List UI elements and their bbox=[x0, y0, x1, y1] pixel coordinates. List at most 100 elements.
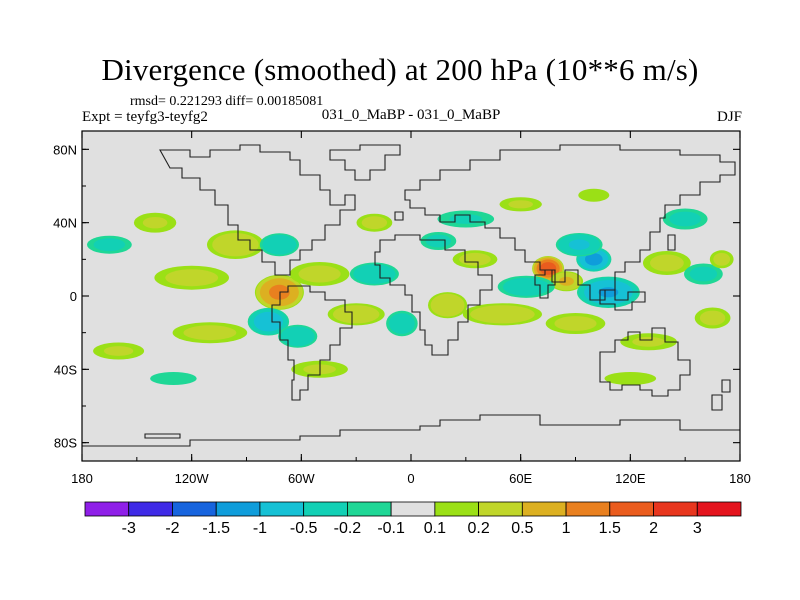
colorbar: -3 -2 -1.5 -1 -0.5 -0.2 -0.1 0.1 0.2 0.5 1 1.5 2 3 bbox=[84, 501, 742, 537]
anomaly-11-band-2 bbox=[253, 311, 283, 332]
case-label: 031_0_MaBP - 031_0_MaBP bbox=[321, 107, 501, 123]
anomaly-13-band-1 bbox=[212, 233, 259, 257]
anomaly-25-band-1 bbox=[459, 252, 491, 266]
anomaly-37-band-1 bbox=[425, 234, 452, 248]
anomaly-1-band-3 bbox=[585, 253, 603, 266]
anomaly-26-band-1 bbox=[470, 305, 535, 324]
x-tick-label: 0 bbox=[407, 471, 414, 486]
anomaly-9-band-1 bbox=[669, 211, 701, 227]
coastline-uk bbox=[394, 211, 404, 221]
colorbar-label: -1 bbox=[253, 520, 267, 537]
anomaly-8 bbox=[709, 250, 734, 269]
anomaly-19 bbox=[93, 342, 145, 360]
colorbar-swatch-6 bbox=[346, 501, 392, 517]
anomaly-16-band-1 bbox=[165, 269, 219, 287]
anomaly-8-band-1 bbox=[713, 252, 731, 266]
coastline-antarctica bbox=[82, 414, 740, 447]
coastline-eurasia bbox=[404, 144, 736, 301]
anomaly-2-band-2 bbox=[568, 239, 590, 250]
anomaly-36 bbox=[150, 372, 197, 385]
colorbar-label: 0.2 bbox=[467, 520, 489, 537]
anomaly-11 bbox=[247, 307, 290, 336]
anomaly-24 bbox=[428, 292, 468, 319]
y-tick-label: 40N bbox=[53, 216, 77, 231]
anomaly-22-band-1 bbox=[332, 305, 380, 324]
anomaly-15-band-1 bbox=[298, 265, 341, 283]
colorbar-label: 3 bbox=[693, 520, 702, 537]
colorbar-swatch-2 bbox=[172, 501, 217, 517]
anomaly-20 bbox=[172, 322, 248, 344]
colorbar-swatch-9 bbox=[478, 501, 523, 517]
colorbar-label: 0.1 bbox=[424, 520, 446, 537]
x-tick-label: 60W bbox=[288, 471, 315, 486]
anomaly-24-band-1 bbox=[430, 293, 465, 317]
coastline-layer bbox=[82, 144, 740, 447]
coastline-africa bbox=[374, 234, 493, 356]
anomaly-17 bbox=[133, 212, 177, 233]
colorbar-label: 1 bbox=[562, 520, 571, 537]
colorbar-label: 0.5 bbox=[511, 520, 533, 537]
colorbar-label: -0.2 bbox=[334, 520, 362, 537]
anomaly-28-band-1 bbox=[632, 336, 665, 347]
coastline-greenland bbox=[329, 144, 401, 181]
colorbar-label: -0.5 bbox=[290, 520, 318, 537]
coastline-australia bbox=[599, 327, 691, 397]
anomaly-5 bbox=[497, 275, 555, 298]
axis-layer: 180 120W 60W 0 60E 120E 180 80N 40N 0 40S 80S bbox=[53, 131, 751, 486]
y-tick-label: 80S bbox=[54, 436, 77, 451]
map-background bbox=[82, 131, 740, 461]
anomaly-0-band-4 bbox=[539, 262, 557, 275]
coastline-southeast-asia bbox=[599, 289, 646, 311]
anomaly-17-band-1 bbox=[142, 217, 168, 229]
coastline-japan bbox=[667, 234, 676, 251]
colorbar-label: -0.1 bbox=[377, 520, 405, 537]
anomaly-27 bbox=[545, 313, 606, 334]
anomaly-35-band-0 bbox=[604, 372, 657, 385]
colorbar-label: -3 bbox=[122, 520, 136, 537]
colorbar-swatch-7 bbox=[390, 501, 436, 517]
anomaly-37 bbox=[420, 232, 457, 250]
anomaly-23 bbox=[386, 310, 418, 337]
anomaly-21 bbox=[349, 262, 399, 286]
colorbar-swatch-0 bbox=[84, 501, 130, 517]
coastline-india bbox=[534, 269, 556, 299]
colorbar-swatch-1 bbox=[128, 501, 173, 517]
x-tick-label: 180 bbox=[729, 471, 751, 486]
x-tick-label: 180 bbox=[71, 471, 93, 486]
anomaly-32 bbox=[499, 197, 542, 212]
anomaly-27-band-1 bbox=[554, 316, 597, 331]
anomaly-32-band-1 bbox=[508, 200, 533, 209]
anomaly-7-band-1 bbox=[689, 266, 718, 282]
anomaly-21-band-1 bbox=[353, 264, 396, 284]
anomaly-18 bbox=[87, 235, 132, 254]
anomaly-33-band-0 bbox=[578, 188, 610, 202]
anomaly-34 bbox=[356, 213, 393, 232]
anomaly-13 bbox=[207, 230, 264, 259]
coastline-new-zealand bbox=[711, 379, 731, 411]
y-tick-label: 40S bbox=[54, 362, 77, 377]
colorbar-swatch-11 bbox=[565, 501, 611, 517]
anomaly-15 bbox=[289, 262, 350, 286]
anomaly-33 bbox=[578, 188, 610, 202]
colorbar-swatch-3 bbox=[215, 501, 261, 517]
anomaly-31 bbox=[437, 210, 495, 228]
anomaly-22 bbox=[327, 303, 385, 326]
anomaly-6-band-1 bbox=[650, 254, 684, 272]
anomaly-7 bbox=[684, 263, 723, 285]
anomaly-14 bbox=[259, 233, 299, 257]
coastline-antarctic-island bbox=[144, 433, 181, 439]
chart-title: Divergence (smoothed) at 200 hPa (10**6 … bbox=[101, 52, 699, 87]
colorbar-label: 2 bbox=[649, 520, 658, 537]
coastline-south-america bbox=[271, 285, 353, 401]
stats-label: rmsd= 0.221293 diff= 0.00185081 bbox=[130, 94, 324, 109]
anomaly-29 bbox=[694, 307, 731, 329]
anomaly-34-band-1 bbox=[361, 216, 388, 230]
coastline-north-america bbox=[159, 144, 356, 276]
x-tick-label: 60E bbox=[509, 471, 532, 486]
anomaly-35 bbox=[604, 372, 657, 385]
colorbar-swatch-12 bbox=[609, 501, 654, 517]
anomaly-14-band-1 bbox=[262, 234, 297, 255]
anomaly-25 bbox=[452, 250, 498, 269]
anomaly-26 bbox=[462, 303, 542, 326]
colorbar-label: 1.5 bbox=[599, 520, 621, 537]
